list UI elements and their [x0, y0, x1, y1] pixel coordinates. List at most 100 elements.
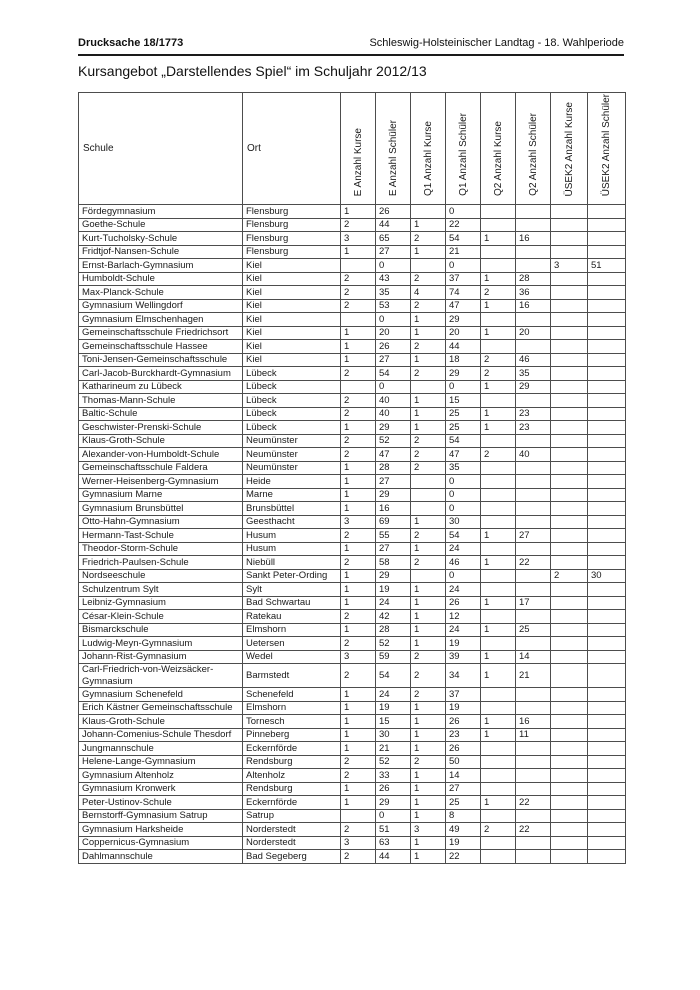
value-cell: 26 — [445, 714, 481, 729]
value-cell: 39 — [445, 649, 481, 664]
value-cell: 1 — [410, 582, 446, 597]
value-cell: 26 — [445, 595, 481, 610]
school-cell: Carl-Friedrich-von-Weizsäcker-Gymnasium — [78, 663, 243, 688]
value-cell — [587, 595, 626, 610]
ort-cell: Norderstedt — [242, 822, 341, 837]
ort-cell: Kiel — [242, 285, 341, 300]
column-header-q1-anzahl-schueler: Q1 Anzahl Schüler — [445, 92, 481, 205]
value-cell — [550, 433, 588, 448]
value-cell — [515, 808, 551, 823]
value-cell: 14 — [445, 768, 481, 783]
column-header-q2-anzahl-kurse: Q2 Anzahl Kurse — [480, 92, 516, 205]
value-cell: 1 — [410, 795, 446, 810]
ort-cell: Kiel — [242, 325, 341, 340]
school-cell: Humboldt-Schule — [78, 271, 243, 286]
value-cell — [480, 781, 516, 796]
value-cell — [550, 595, 588, 610]
school-cell: Johann-Comenius-Schule Thesdorf — [78, 727, 243, 742]
value-cell — [587, 781, 626, 796]
value-cell: 15 — [445, 393, 481, 408]
table-row: Humboldt-Schule Kiel 2 43 2 37 1 28 — [78, 271, 626, 286]
value-cell: 28 — [375, 622, 411, 637]
value-cell: 0 — [445, 501, 481, 516]
value-cell: 37 — [445, 687, 481, 702]
value-cell: 1 — [340, 487, 376, 502]
value-cell: 2 — [410, 528, 446, 543]
value-cell — [587, 795, 626, 810]
value-cell: 16 — [515, 231, 551, 246]
value-cell — [550, 514, 588, 529]
column-header-label: E Anzahl Schüler — [387, 119, 399, 196]
value-cell — [515, 217, 551, 232]
value-cell — [550, 460, 588, 475]
value-cell — [587, 582, 626, 597]
value-cell: 74 — [445, 285, 481, 300]
value-cell: 1 — [340, 460, 376, 475]
column-header-e-anzahl-schueler: E Anzahl Schüler — [375, 92, 411, 205]
value-cell: 35 — [375, 285, 411, 300]
value-cell — [410, 379, 446, 394]
school-cell: Fridtjof-Nansen-Schule — [78, 244, 243, 259]
value-cell: 1 — [480, 298, 516, 313]
value-cell — [587, 217, 626, 232]
value-cell: 24 — [445, 622, 481, 637]
value-cell: 46 — [515, 352, 551, 367]
school-cell: Katharineum zu Lübeck — [78, 379, 243, 394]
column-header-label: Schule — [83, 143, 114, 154]
value-cell — [587, 622, 626, 637]
value-cell — [550, 474, 588, 489]
ort-cell: Tornesch — [242, 714, 341, 729]
value-cell: 1 — [410, 514, 446, 529]
table-row: Klaus-Groth-Schule Neumünster 2 52 2 54 — [78, 433, 626, 448]
school-cell: Ernst-Barlach-Gymnasium — [78, 258, 243, 273]
value-cell: 44 — [445, 339, 481, 354]
value-cell — [515, 244, 551, 259]
value-cell — [587, 433, 626, 448]
value-cell: 1 — [480, 714, 516, 729]
table-row: Gemeinschaftsschule Faldera Neumünster 1 28… — [78, 460, 626, 475]
table-row: Friedrich-Paulsen-Schule Niebüll 2 58 2 46 1 22 — [78, 555, 626, 570]
value-cell — [480, 849, 516, 864]
value-cell: 0 — [445, 474, 481, 489]
value-cell — [515, 741, 551, 756]
table-row: Goethe-Schule Flensburg 2 44 1 22 — [78, 217, 626, 232]
table-row: Fördegymnasium Flensburg 1 26 0 — [78, 204, 626, 219]
ort-cell: Kiel — [242, 339, 341, 354]
value-cell: 1 — [340, 474, 376, 489]
value-cell — [550, 727, 588, 742]
school-cell: Gymnasium Harksheide — [78, 822, 243, 837]
column-header-label: ÜSEK2 Anzahl Kurse — [563, 101, 575, 197]
column-header-uesek2-anzahl-schueler: ÜSEK2 Anzahl Schüler — [587, 92, 626, 205]
value-cell — [587, 244, 626, 259]
value-cell: 2 — [550, 568, 588, 583]
value-cell: 35 — [445, 460, 481, 475]
value-cell — [587, 649, 626, 664]
value-cell: 40 — [375, 393, 411, 408]
ort-cell: Geesthacht — [242, 514, 341, 529]
value-cell — [587, 741, 626, 756]
value-cell — [340, 312, 376, 327]
value-cell — [515, 636, 551, 651]
value-cell — [550, 447, 588, 462]
school-cell: Leibniz-Gymnasium — [78, 595, 243, 610]
ort-cell: Kiel — [242, 298, 341, 313]
ort-cell: Sankt Peter-Ording — [242, 568, 341, 583]
value-cell: 1 — [340, 420, 376, 435]
ort-cell: Rendsburg — [242, 754, 341, 769]
value-cell: 24 — [445, 582, 481, 597]
ort-cell: Kiel — [242, 312, 341, 327]
value-cell: 1 — [340, 781, 376, 796]
value-cell — [550, 582, 588, 597]
value-cell — [515, 568, 551, 583]
value-cell — [480, 754, 516, 769]
value-cell — [480, 636, 516, 651]
value-cell: 26 — [375, 204, 411, 219]
column-header-e-anzahl-kurse: E Anzahl Kurse — [340, 92, 376, 205]
ort-cell: Schenefeld — [242, 687, 341, 702]
value-cell — [515, 768, 551, 783]
value-cell: 2 — [410, 298, 446, 313]
table-row: Gemeinschaftsschule Hassee Kiel 1 26 2 44 — [78, 339, 626, 354]
value-cell — [550, 501, 588, 516]
ort-cell: Husum — [242, 528, 341, 543]
